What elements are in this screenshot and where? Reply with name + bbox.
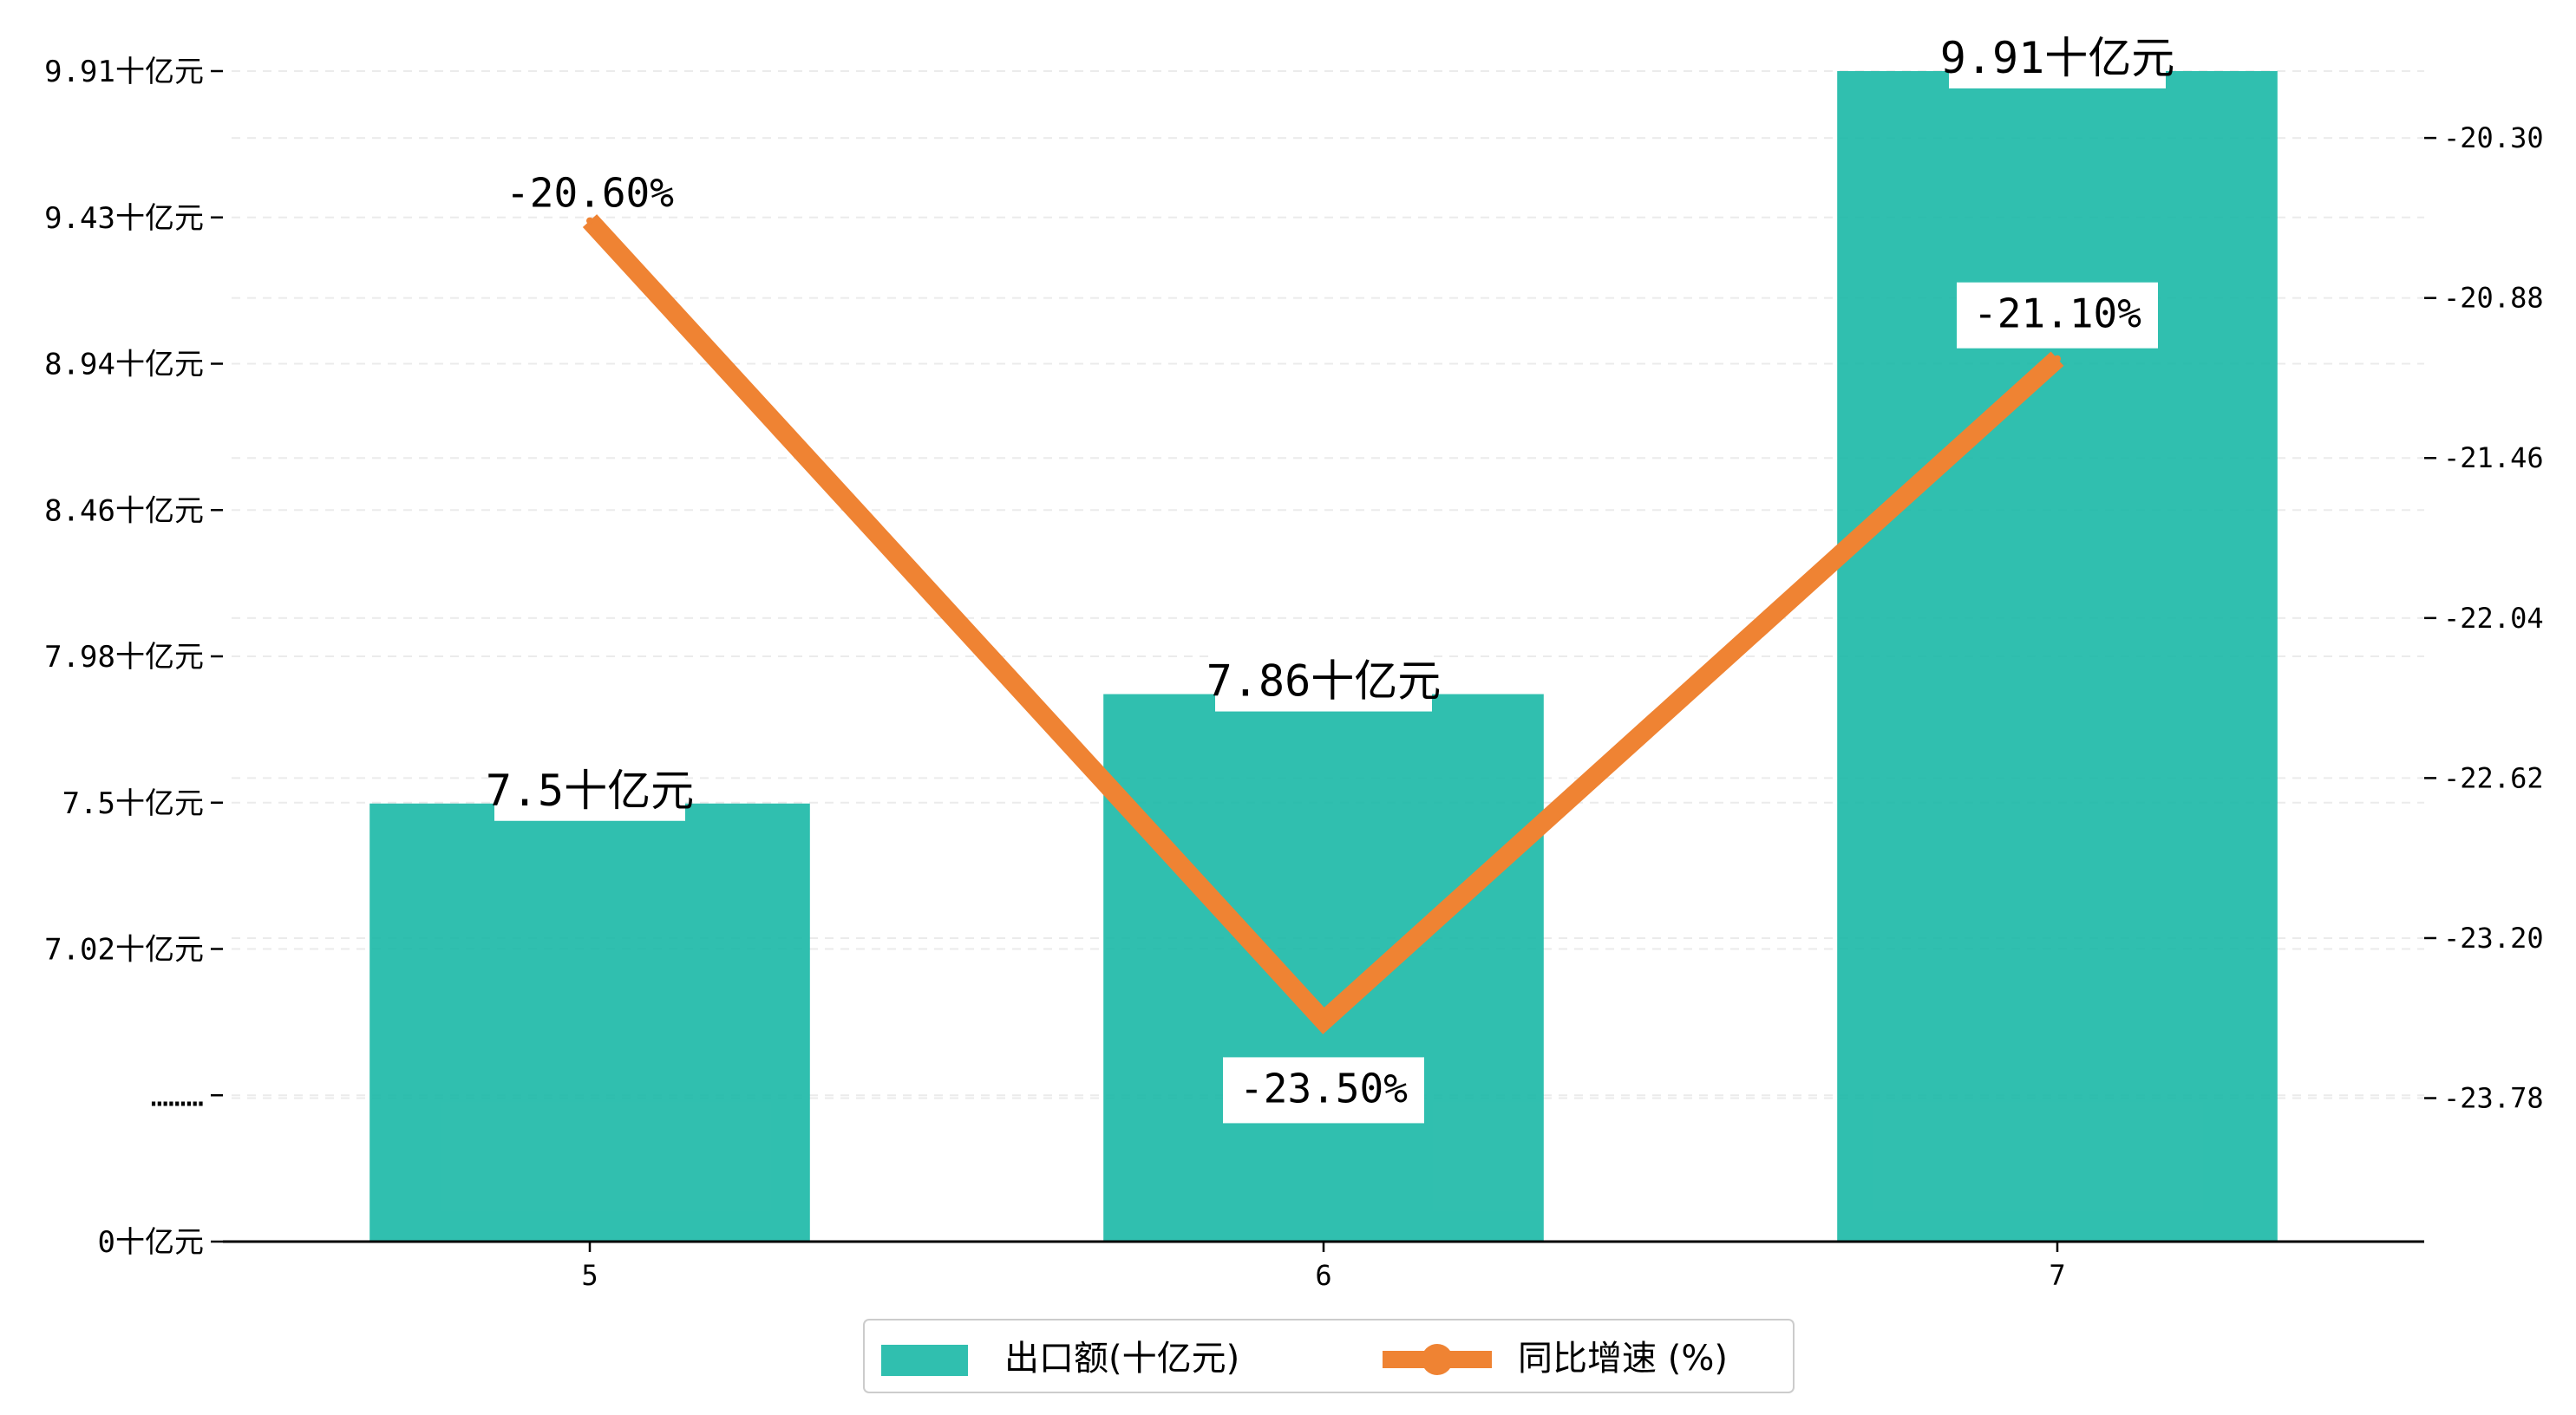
growth-line — [582, 214, 2064, 1034]
bar-6[interactable] — [1103, 694, 1544, 1242]
y-left-tick-label: 0十亿元 — [98, 1225, 204, 1260]
growth-point-5[interactable] — [586, 217, 593, 225]
legend-label-line[interactable]: 同比增速 (%) — [1518, 1339, 1728, 1379]
line-label-box — [1223, 1057, 1424, 1124]
line-label-box — [1957, 282, 2158, 349]
bars — [369, 71, 2278, 1242]
y-right-tick-label: -22.62 — [2443, 761, 2544, 794]
y-right-tick-label: -23.20 — [2443, 922, 2544, 955]
y-left-tick-label: 9.91十亿元 — [44, 55, 204, 89]
bar-5[interactable] — [369, 803, 810, 1242]
y-right-tick-label: -22.04 — [2443, 602, 2544, 635]
y-right-tick-label: -21.46 — [2443, 441, 2544, 474]
y-left-tick-label: 7.02十亿元 — [44, 933, 204, 968]
bar-label-box — [1949, 26, 2166, 88]
y-right-tick-label: -20.88 — [2443, 282, 2544, 315]
y-left-tick-label: 8.94十亿元 — [44, 348, 204, 382]
y-right-tick-label: -20.30 — [2443, 121, 2544, 154]
y-left-tick-label: ……… — [151, 1079, 204, 1113]
line-label-7: -21.10% — [1973, 290, 2141, 337]
y-left-tick-label: 7.98十亿元 — [44, 640, 204, 675]
x-tick-label: 7 — [2049, 1259, 2065, 1292]
y-left-tick-label: 7.5十亿元 — [62, 786, 204, 821]
x-tick-label: 5 — [581, 1259, 598, 1292]
axes: 0十亿元 ……… 7.02十亿元 7.5十亿元 7.98十亿元 8.46十亿元 8.94十亿… — [44, 55, 2543, 1292]
line-label-5: -20.60% — [506, 170, 674, 217]
line-label-6: -23.50% — [1239, 1065, 1408, 1112]
bar-label-box — [494, 758, 685, 821]
legend-swatch-marker — [1422, 1344, 1453, 1375]
y-left-tick-label: 8.46十亿元 — [44, 493, 204, 528]
y-left-tick-label: 9.43十亿元 — [44, 201, 204, 236]
bar-label-5: 7.5十亿元 — [486, 766, 694, 816]
legend[interactable]: 出口额(十亿元) 同比增速 (%) — [863, 1319, 1795, 1393]
legend-box — [863, 1319, 1795, 1393]
legend-swatch-bar[interactable] — [881, 1345, 968, 1376]
y-right-tick-label: -23.78 — [2443, 1082, 2544, 1115]
growth-point-6[interactable] — [1320, 1017, 1327, 1025]
data-labels: 7.5十亿元 7.86十亿元 9.91十亿元 -20.60% -23.50% -21.10… — [486, 26, 2174, 1124]
bar-label-7: 9.91十亿元 — [1940, 33, 2174, 83]
bar-label-6: 7.86十亿元 — [1206, 656, 1441, 707]
x-tick-label: 6 — [1315, 1259, 1331, 1292]
bar-7[interactable] — [1837, 71, 2278, 1242]
growth-point-7[interactable] — [2054, 355, 2061, 362]
legend-label-bar[interactable]: 出口额(十亿元) — [1004, 1339, 1239, 1379]
bar-label-box — [1215, 649, 1432, 712]
